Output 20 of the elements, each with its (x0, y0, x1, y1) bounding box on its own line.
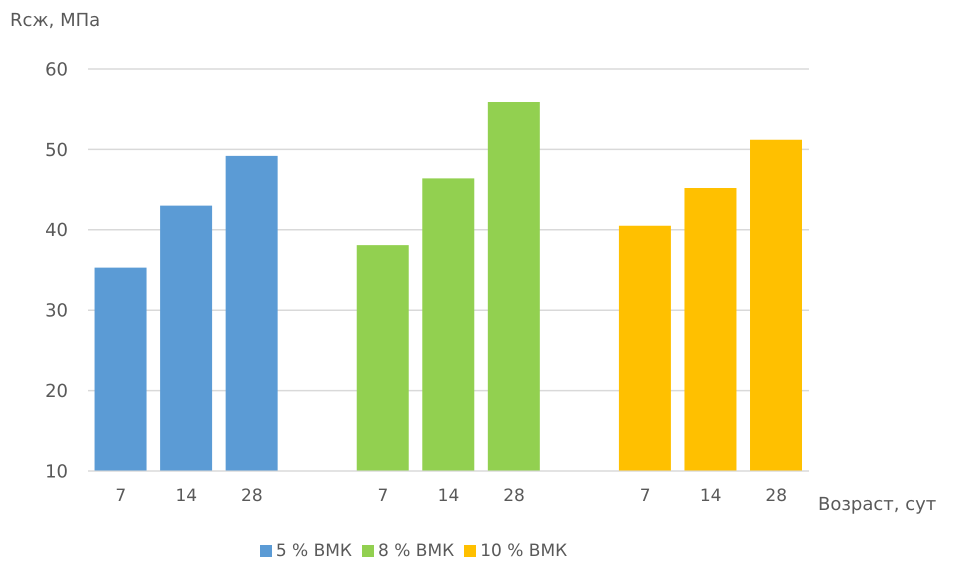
x-tick-label: 7 (115, 486, 126, 506)
x-axis-title: Возраст, сут (818, 494, 936, 515)
y-tick-label: 30 (45, 300, 68, 322)
y-tick-label: 10 (45, 461, 68, 482)
x-tick-label: 28 (503, 486, 525, 506)
y-tick-label: 60 (45, 59, 68, 80)
legend-label: 5 % ВМК (276, 541, 352, 561)
x-tick-label: 7 (640, 486, 651, 506)
y-tick-label: 20 (45, 380, 68, 402)
legend-label: 8 % ВМК (378, 541, 454, 561)
x-tick-label: 28 (241, 486, 263, 506)
x-tick-label: 14 (700, 486, 722, 506)
y-axis-title: Rсж, МПа (10, 10, 100, 31)
y-tick-label: 40 (45, 220, 68, 242)
x-tick-label: 28 (765, 486, 788, 506)
x-tick-label: 7 (378, 486, 388, 506)
legend-label: 10 % ВМК (480, 541, 568, 561)
x-tick-label: 14 (438, 486, 460, 506)
y-tick-label: 50 (45, 140, 68, 161)
x-tick-label: 14 (176, 486, 198, 506)
